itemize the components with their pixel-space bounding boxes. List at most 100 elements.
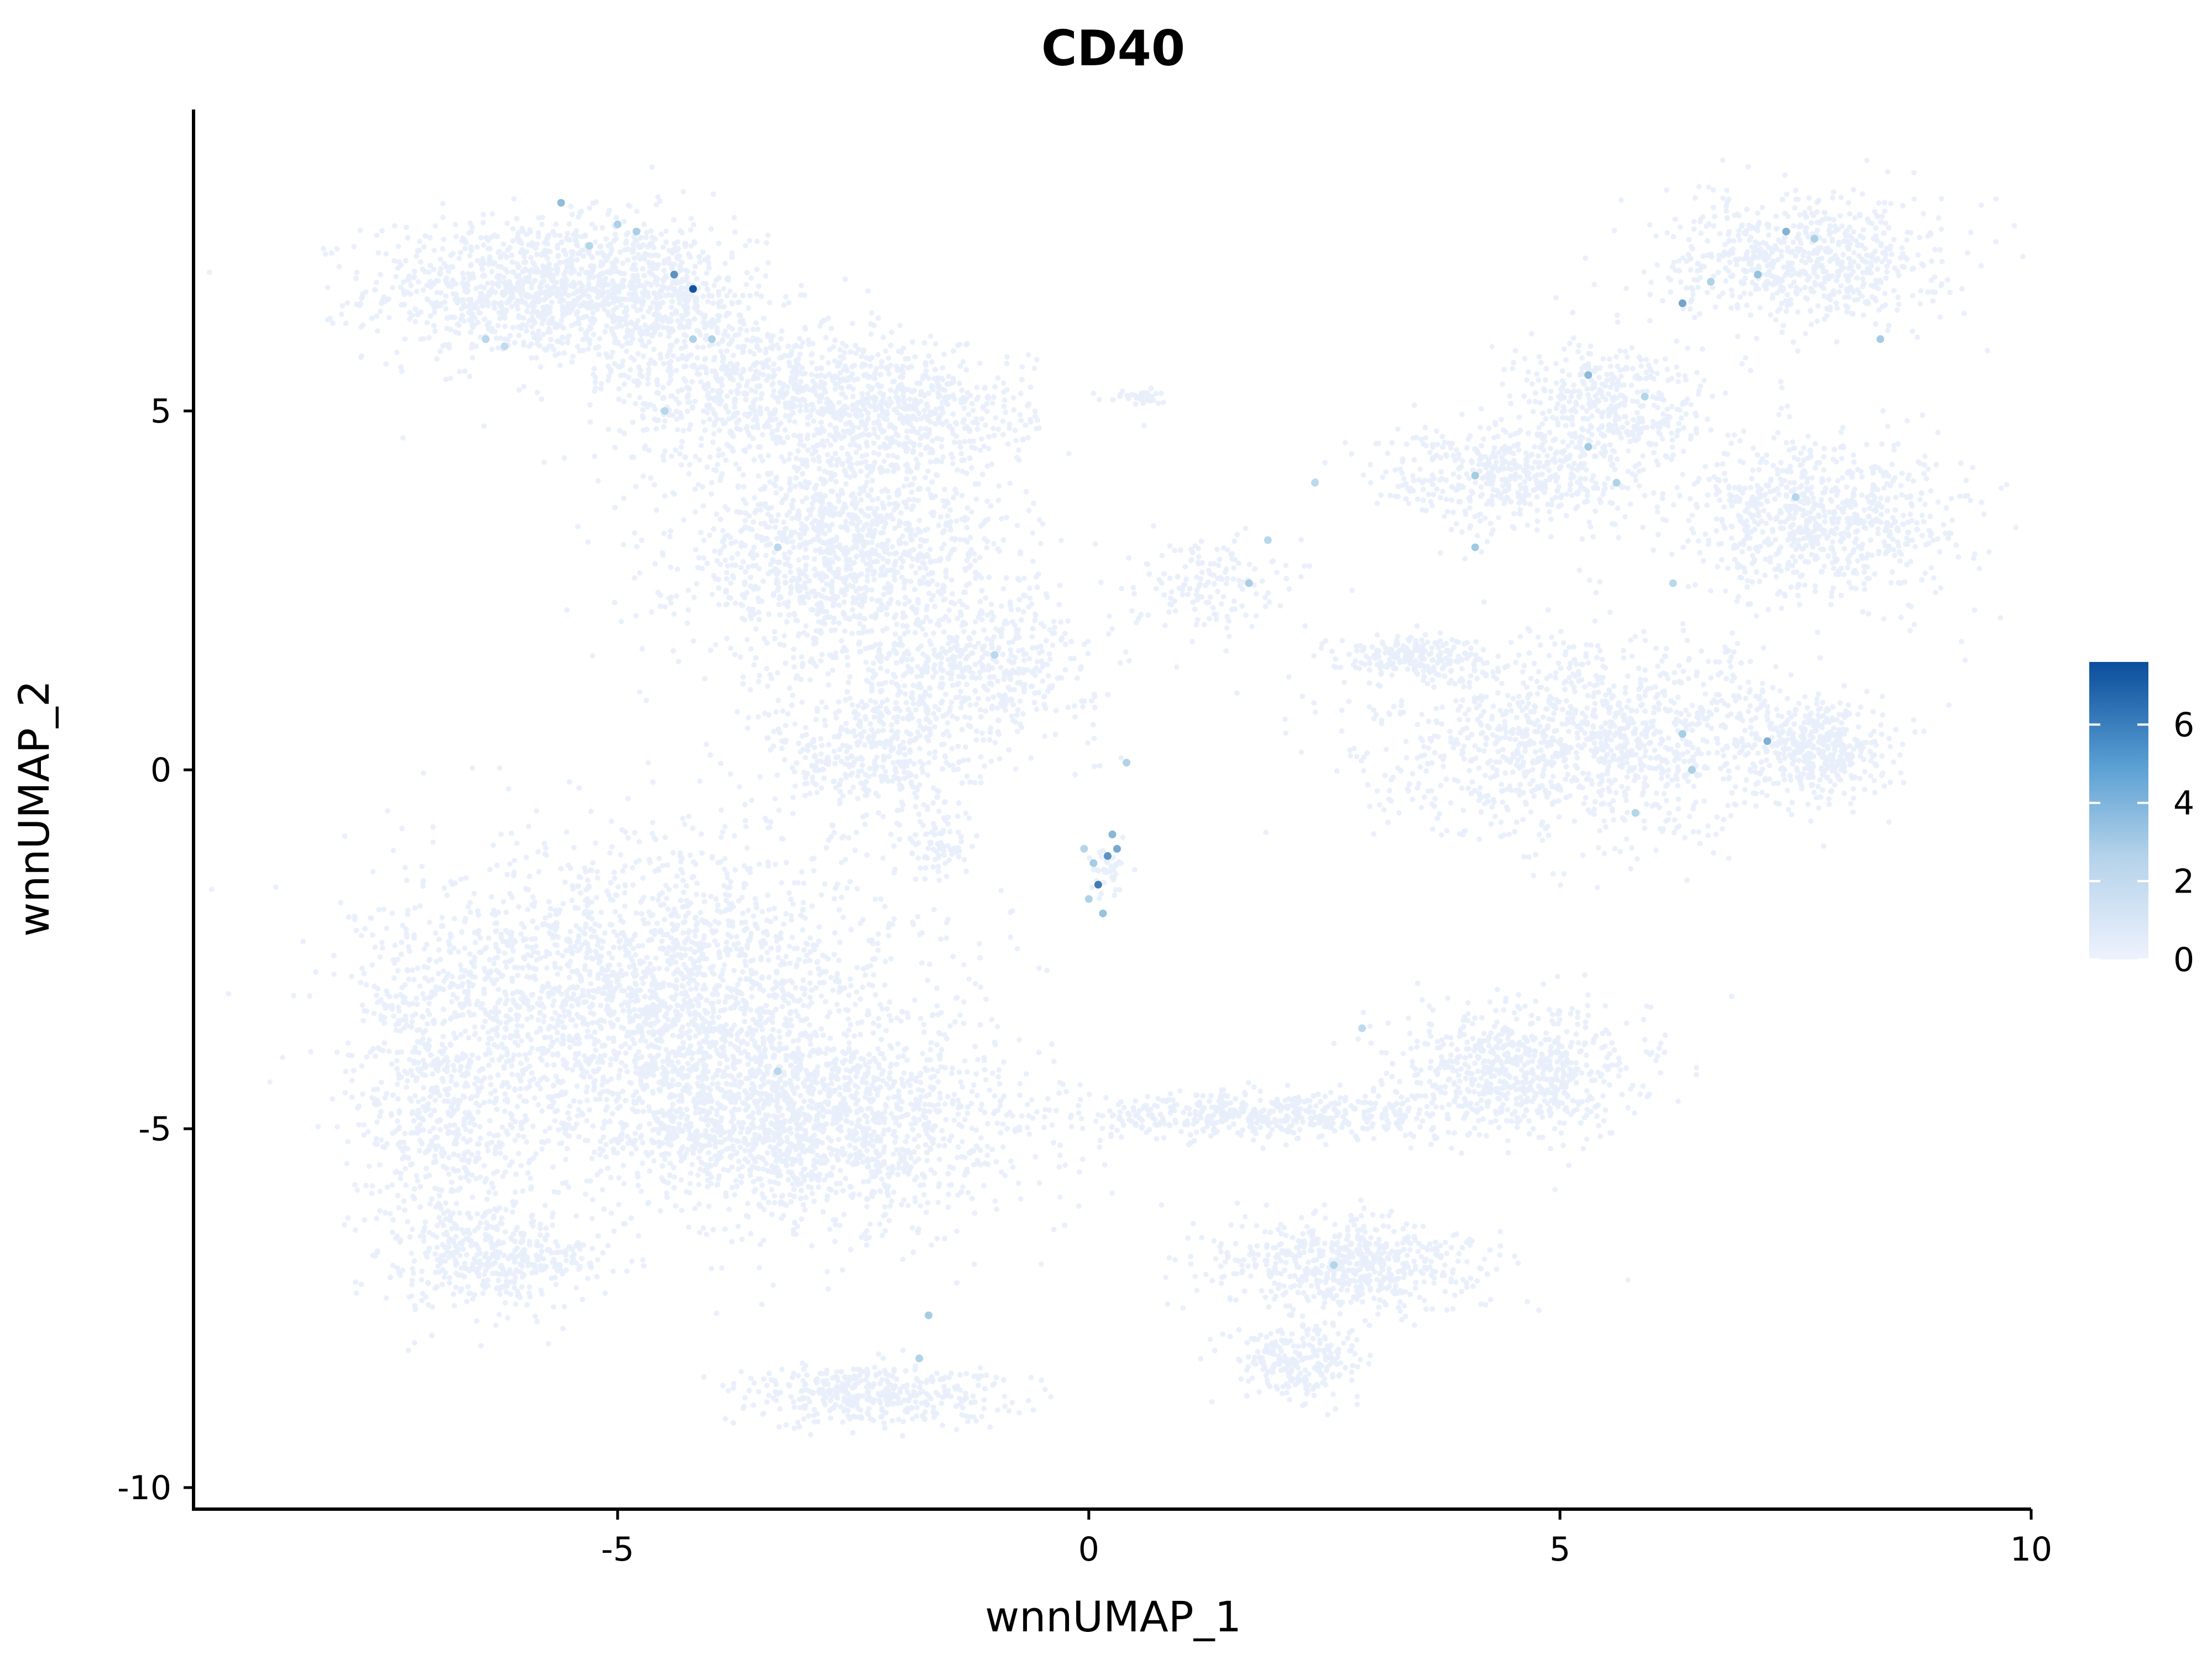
cell-point — [813, 483, 819, 488]
cell-point — [906, 552, 912, 558]
cell-point — [813, 572, 818, 578]
cell-point — [535, 390, 540, 395]
cell-point — [956, 681, 962, 686]
cell-point — [936, 383, 942, 389]
cell-point — [852, 613, 857, 619]
cell-point — [437, 348, 443, 354]
cell-point — [849, 546, 854, 551]
cell-point — [803, 725, 808, 731]
cell-point — [591, 332, 596, 337]
cell-point — [996, 426, 1001, 432]
cell-point — [886, 495, 892, 500]
cell-point — [1025, 667, 1030, 672]
cell-point — [880, 728, 886, 733]
cell-point — [950, 591, 955, 597]
cell-point — [967, 815, 972, 821]
cell-point — [763, 362, 768, 367]
cell-point — [1047, 627, 1052, 633]
cell-point — [753, 397, 758, 403]
cell-point — [600, 270, 606, 276]
cell-point — [574, 233, 580, 239]
cell-point — [791, 655, 796, 660]
cell-point — [620, 278, 626, 283]
cell-point — [986, 667, 992, 673]
cell-point — [502, 336, 508, 342]
cell-point — [408, 283, 414, 288]
cell-point — [885, 560, 890, 565]
cell-point — [687, 320, 692, 326]
cell-point — [870, 571, 876, 577]
cell-point — [1015, 729, 1020, 734]
cell-point — [940, 698, 945, 704]
cell-point — [1039, 621, 1044, 627]
cell-point — [557, 338, 562, 344]
cell-point — [787, 550, 792, 555]
cell-point — [524, 328, 529, 333]
cell-point — [716, 602, 722, 608]
cell-point — [930, 674, 936, 680]
cell-point — [693, 547, 698, 552]
cell-point — [937, 558, 943, 564]
cell-point — [775, 512, 781, 518]
cell-point — [1008, 652, 1014, 658]
cell-point — [818, 395, 824, 400]
cell-point — [827, 502, 832, 507]
cell-point — [539, 397, 544, 402]
cell-point — [774, 342, 780, 348]
cell-point — [654, 508, 659, 513]
cell-point — [977, 361, 983, 366]
cell-point — [620, 260, 625, 266]
cell-point — [1063, 667, 1068, 672]
cell-point — [555, 243, 561, 248]
cell-point — [797, 351, 803, 357]
cell-point — [495, 323, 501, 328]
cell-point — [489, 347, 495, 352]
cell-point — [723, 457, 729, 463]
cell-point — [638, 283, 644, 288]
cell-point — [785, 343, 791, 349]
cell-point — [1047, 656, 1053, 662]
cell-point — [896, 404, 902, 409]
cell-point — [534, 252, 540, 257]
cell-point — [787, 363, 792, 368]
cell-point — [994, 659, 999, 665]
cell-point — [689, 293, 695, 299]
cell-point — [503, 291, 508, 296]
cell-point — [976, 481, 982, 487]
cell-point — [369, 316, 375, 321]
cell-point — [1118, 660, 1123, 666]
cell-point — [938, 514, 943, 520]
cell-point — [711, 526, 717, 532]
cell-point — [1018, 412, 1023, 418]
cell-point — [669, 326, 674, 331]
cell-point — [840, 576, 846, 582]
cell-point — [959, 623, 965, 628]
cell-point — [911, 761, 917, 766]
cell-point — [845, 451, 851, 457]
cell-point — [909, 507, 915, 512]
cell-point — [847, 384, 853, 389]
cell-point — [933, 421, 938, 426]
cell-point — [542, 247, 547, 253]
cell-point — [732, 414, 737, 419]
cell-point — [1023, 422, 1029, 428]
cell-point — [586, 251, 592, 256]
cell-point — [674, 368, 679, 373]
cell-point — [640, 407, 646, 413]
cell-point — [770, 393, 776, 399]
cell-point — [805, 436, 810, 441]
cell-point — [904, 435, 910, 440]
cell-point — [790, 795, 796, 800]
cell-point — [688, 227, 693, 233]
cell-point — [844, 549, 849, 555]
cell-point — [570, 305, 575, 311]
cell-point — [658, 332, 663, 337]
cell-point — [685, 385, 691, 391]
cell-point — [716, 393, 722, 398]
cell-point — [502, 315, 508, 321]
cell-point — [886, 356, 891, 361]
cell-point — [893, 700, 899, 706]
cell-point — [953, 638, 959, 643]
cell-point — [947, 524, 952, 529]
cell-point — [568, 270, 574, 276]
